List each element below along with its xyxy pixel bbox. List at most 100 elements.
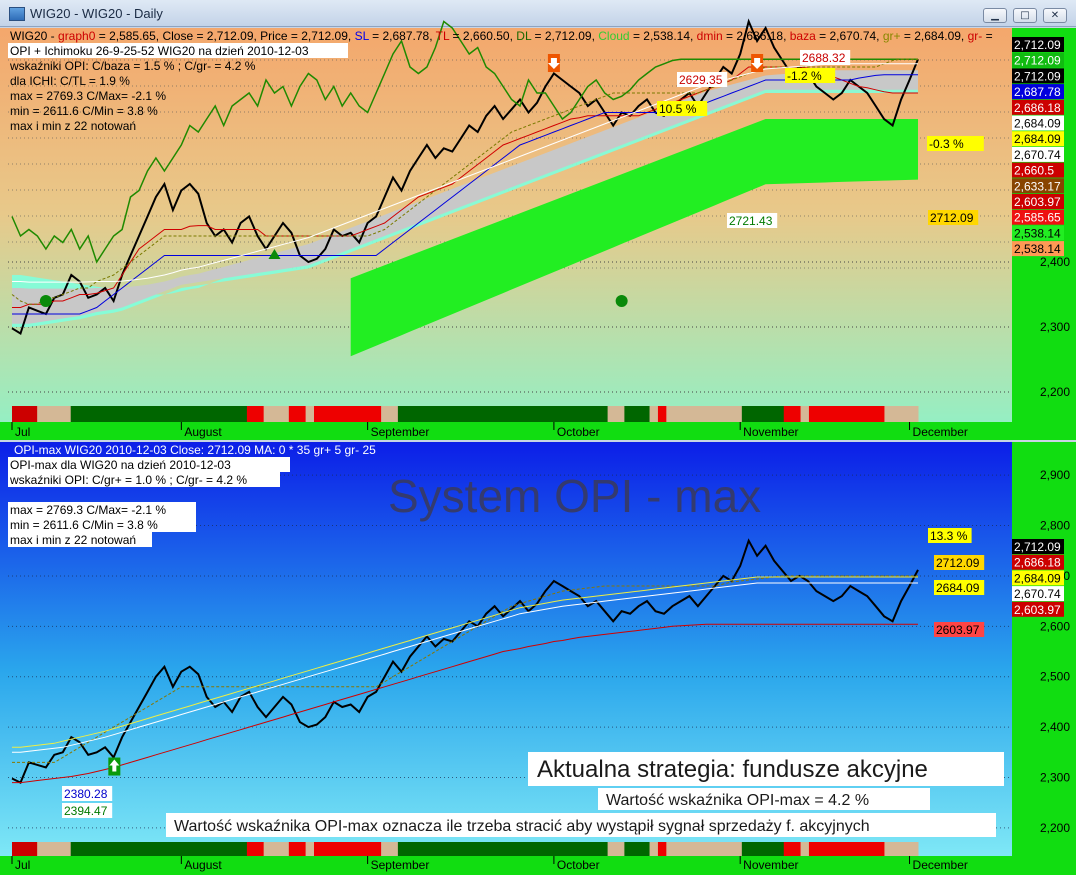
top-status-strip-cell (188, 406, 198, 422)
bottom-status-strip-cell (104, 842, 114, 856)
top-status-strip-cell (37, 406, 47, 422)
bottom-status-strip-cell (741, 842, 751, 856)
top-status-strip-cell (163, 406, 172, 422)
bottom-status-strip-cell (364, 842, 374, 856)
top-annotation-label: 10.5 % (659, 102, 697, 116)
bottom-series-gr (12, 575, 918, 763)
top-series-chikou (11, 20, 918, 264)
chart-app-icon (9, 7, 25, 21)
bottom-status-strip-cell (792, 842, 802, 856)
bottom-x-axis (0, 856, 1012, 875)
top-chart-panel: 2,200 2,300 2,400 Jul August September October… (0, 18, 1076, 440)
bottom-y-tick-label: 2,500 (1040, 670, 1070, 684)
top-status-strip-cell (53, 406, 63, 422)
top-status-strip-cell (649, 406, 659, 422)
bottom-status-strip-cell (272, 842, 281, 856)
indicator-value-box (598, 788, 930, 810)
cloud-band-grey (12, 70, 918, 324)
maximize-button[interactable]: □ (1013, 8, 1037, 23)
top-status-strip-cell (666, 406, 676, 422)
top-axis-badge-bg (1012, 162, 1064, 178)
bottom-status-strip-cell (565, 842, 575, 856)
close-button[interactable]: ✕ (1043, 8, 1067, 23)
bottom-axis-badge-bg (1012, 570, 1064, 586)
top-series-sl (12, 74, 918, 315)
bottom-info-line: wskaźniki OPI: C/gr+ = 1.0 % ; C/gr- = 4… (9, 473, 247, 487)
bottom-y-tick-label: 2,200 (1040, 821, 1070, 835)
top-status-strip-cell (632, 406, 642, 422)
top-status-strip-cell (741, 406, 751, 422)
top-axis-badge-bg (1012, 99, 1064, 115)
top-status-strip-cell (725, 406, 734, 422)
bottom-status-strip-cell (532, 842, 541, 856)
bottom-status-strip-cell (859, 842, 869, 856)
status-segment: = 2,712.09, (531, 29, 598, 43)
bottom-status-strip-cell (867, 842, 877, 856)
bottom-info-title: OPI-max dla WIG20 na dzień 2010-12-03 (10, 458, 231, 472)
top-status-strip-cell (892, 406, 902, 422)
top-status-strip-cell (691, 406, 701, 422)
bottom-status-strip-cell (322, 842, 332, 856)
top-x-tick-label: August (184, 425, 222, 439)
bottom-status-strip-cell (121, 842, 130, 856)
bottom-status-strip-cell (213, 842, 223, 856)
top-status-strip-cell (842, 406, 852, 422)
top-status-strip-cell (129, 406, 139, 422)
top-status-strip-cell (246, 406, 256, 422)
top-status-strip-cell (439, 406, 449, 422)
top-status-strip-cell (574, 406, 583, 422)
bottom-status-strip-cell (238, 842, 248, 856)
bottom-status-strip-cell (28, 842, 38, 856)
top-axis-badge-bg (1012, 209, 1064, 225)
bottom-status-strip-cell (45, 842, 55, 856)
top-status-strip-cell (204, 406, 214, 422)
top-status-strip-cell (515, 406, 525, 422)
bottom-status-strip-cell (481, 842, 491, 856)
bottom-status-strip-cell (641, 842, 651, 856)
top-x-tick-label: October (557, 425, 600, 439)
buy-arrow-glyph (109, 759, 120, 772)
bottom-annotation-label-bg (928, 528, 972, 543)
top-status-strip-cell (87, 406, 97, 422)
bottom-y-tick-label: 2,300 (1040, 771, 1070, 785)
bottom-status-strip-cell (79, 842, 88, 856)
minimize-button[interactable]: ▁ (983, 8, 1007, 23)
bottom-status-strip-cell (674, 842, 684, 856)
bottom-status-strip-cell (129, 842, 139, 856)
bottom-status-strip-cell (808, 842, 818, 856)
top-status-strip-cell (112, 406, 122, 422)
bottom-status-strip-cell (775, 842, 785, 856)
top-axis-badge: 2,684.09 (1014, 117, 1061, 131)
top-axis-badge: 2,585.65 (1014, 211, 1061, 225)
top-series-tl (12, 66, 918, 308)
top-info-title: OPI + Ichimoku 26-9-25-52 WIG20 na dzień… (10, 44, 309, 58)
bottom-x-tick-label: November (743, 858, 798, 872)
top-status-strip-cell (674, 406, 684, 422)
bottom-status-strip-cell (431, 842, 441, 856)
bottom-status-strip-cell (465, 842, 474, 856)
bottom-status-strip-cell (825, 842, 835, 856)
bottom-x-tick-label: December (913, 858, 968, 872)
bottom-x-tick-label: Jul (15, 858, 30, 872)
bottom-status-strip-cell (649, 842, 659, 856)
top-status-strip-cell (465, 406, 474, 422)
bottom-status-strip-cell (263, 842, 273, 856)
top-status-strip-cell (683, 406, 692, 422)
bottom-status-strip-cell (590, 842, 600, 856)
bottom-status-strip-cell (490, 842, 500, 856)
top-status-strip-cell (423, 406, 432, 422)
top-status-strip-cell (12, 406, 21, 422)
top-status-strip-cell (616, 406, 625, 422)
bottom-status-strip-cell (691, 842, 701, 856)
top-annotation-label-bg (928, 210, 979, 225)
bottom-status-strip-cell (12, 842, 21, 856)
buy-triangle-icon (268, 249, 281, 259)
top-annotation-label: -1.2 % (787, 69, 822, 83)
bottom-status-strip-cell (699, 842, 709, 856)
bottom-status-strip-cell (137, 842, 147, 856)
bottom-status-strip-cell (599, 842, 609, 856)
bottom-status-strip-cell (347, 842, 357, 856)
bottom-annotation-label: 2603.97 (936, 623, 980, 637)
top-annotation-label: 2688.32 (802, 51, 846, 65)
bottom-status-strip-cell (355, 842, 365, 856)
